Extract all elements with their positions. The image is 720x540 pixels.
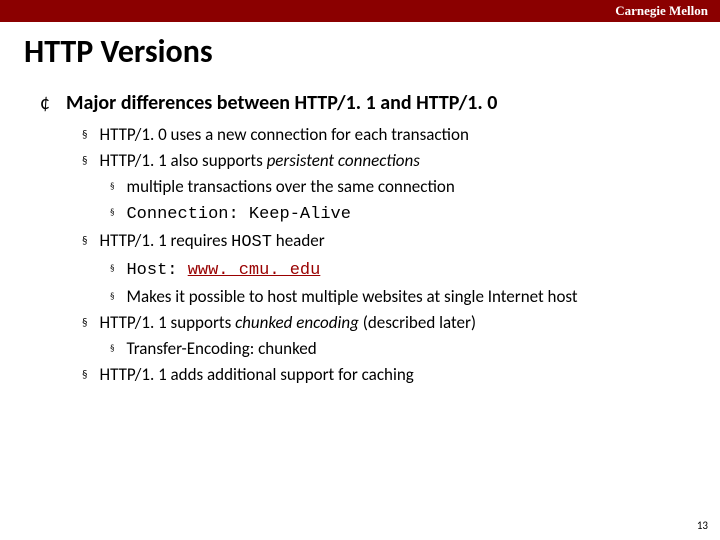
list-item-text: HTTP/1. 1 supports chunked encoding (des… bbox=[99, 311, 476, 335]
text-run: chunked encoding bbox=[235, 312, 359, 333]
text-run[interactable]: www. cmu. edu bbox=[188, 261, 321, 280]
list-item: § HTTP/1. 0 uses a new connection for eac… bbox=[82, 123, 692, 147]
list-item: § HTTP/1. 1 adds additional support for c… bbox=[82, 363, 692, 387]
sub-list-item: § Connection: Keep-Alive bbox=[110, 201, 692, 227]
list-item-text: HTTP/1. 1 also supports persistent conne… bbox=[99, 149, 419, 173]
sub-list: § Host: www. cmu. edu § Makes it possible t… bbox=[82, 257, 692, 309]
sub-list-item: § Transfer-Encoding: chunked bbox=[110, 337, 692, 361]
sub-list-item: § Makes it possible to host multiple webs… bbox=[110, 285, 692, 309]
text-run: Connection: Keep-Alive bbox=[126, 205, 350, 224]
list-item-text: HTTP/1. 1 adds additional support for ca… bbox=[99, 363, 413, 387]
page-number: 13 bbox=[697, 519, 708, 532]
text-run: Host: bbox=[126, 261, 187, 280]
sub-list: § multiple transactions over the same con… bbox=[82, 175, 692, 227]
bullet-l1-icon: § bbox=[82, 363, 87, 387]
bullet-list: § HTTP/1. 0 uses a new connection for eac… bbox=[40, 123, 692, 387]
brand-bar: Carnegie Mellon bbox=[0, 0, 720, 22]
bullet-l2-icon: § bbox=[110, 175, 114, 199]
bullet-l1-icon: § bbox=[82, 311, 87, 335]
sub-list-item: § Host: www. cmu. edu bbox=[110, 257, 692, 283]
bullet-l2-icon: § bbox=[110, 285, 114, 309]
list-item: § HTTP/1. 1 requires HOST header bbox=[82, 229, 692, 255]
brand-text: Carnegie Mellon bbox=[615, 3, 708, 18]
bullet-l2-icon: § bbox=[110, 257, 114, 281]
sub-list-item-text: multiple transactions over the same conn… bbox=[126, 175, 454, 199]
bullet-l1-icon: § bbox=[82, 229, 87, 253]
bullet-l2-icon: § bbox=[110, 201, 114, 225]
sub-list-item: § multiple transactions over the same con… bbox=[110, 175, 692, 199]
bullet-l1-icon: § bbox=[82, 149, 87, 173]
sub-list-item-text: Makes it possible to host multiple websi… bbox=[126, 285, 577, 309]
sub-list-item-text: Transfer-Encoding: chunked bbox=[126, 337, 316, 361]
list-item: § HTTP/1. 1 supports chunked encoding (de… bbox=[82, 311, 692, 335]
text-run: Transfer-Encoding: chunked bbox=[126, 338, 316, 359]
text-run: (described later) bbox=[359, 312, 476, 333]
text-run: HTTP/1. 1 adds additional support for ca… bbox=[99, 364, 413, 385]
sub-list-item-text: Host: www. cmu. edu bbox=[126, 257, 320, 283]
heading-row: ¢ Major differences between HTTP/1. 1 an… bbox=[40, 91, 692, 115]
text-run: HTTP/1. 0 uses a new connection for each… bbox=[99, 124, 468, 145]
text-run: HTTP/1. 1 supports bbox=[99, 312, 235, 333]
text-run: HTTP/1. 1 also supports bbox=[99, 150, 266, 171]
text-run: Makes it possible to host multiple websi… bbox=[126, 286, 577, 307]
list-item-text: HTTP/1. 1 requires HOST header bbox=[99, 229, 324, 255]
text-run: persistent connections bbox=[267, 150, 420, 171]
list-item-text: HTTP/1. 0 uses a new connection for each… bbox=[99, 123, 468, 147]
text-run: multiple transactions over the same conn… bbox=[126, 176, 454, 197]
text-run: HOST bbox=[231, 233, 272, 252]
slide-content: ¢ Major differences between HTTP/1. 1 an… bbox=[0, 85, 720, 387]
sub-list-item-text: Connection: Keep-Alive bbox=[126, 201, 350, 227]
text-run: HTTP/1. 1 requires bbox=[99, 230, 231, 251]
bullet-l0: ¢ bbox=[40, 91, 50, 115]
text-run: header bbox=[272, 230, 325, 251]
page-title: HTTP Versions bbox=[0, 22, 720, 85]
list-item: § HTTP/1. 1 also supports persistent conn… bbox=[82, 149, 692, 173]
sub-list: § Transfer-Encoding: chunked bbox=[82, 337, 692, 361]
heading-text: Major differences between HTTP/1. 1 and … bbox=[66, 91, 497, 115]
bullet-l2-icon: § bbox=[110, 337, 114, 361]
bullet-l1-icon: § bbox=[82, 123, 87, 147]
